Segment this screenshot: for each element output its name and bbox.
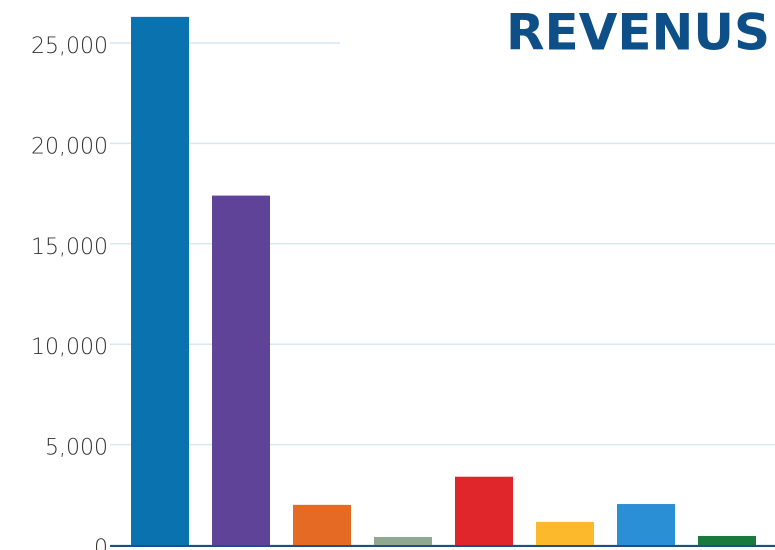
bar xyxy=(455,476,513,545)
bar xyxy=(131,16,189,545)
bar xyxy=(698,535,756,545)
bar xyxy=(374,536,432,545)
y-tick-label: 20,000 xyxy=(31,134,108,159)
y-tick-label: 0 xyxy=(94,536,108,550)
bar xyxy=(617,504,675,545)
y-tick-label: 25,000 xyxy=(31,34,108,59)
title-background xyxy=(340,0,775,75)
y-tick-label: 10,000 xyxy=(31,335,108,360)
grid xyxy=(110,42,775,546)
bar xyxy=(536,521,594,545)
chart-title: REVENUS xyxy=(506,4,770,62)
bar xyxy=(293,504,351,545)
y-tick-label: 5,000 xyxy=(45,436,108,461)
bar xyxy=(212,195,270,545)
y-tick-label: 15,000 xyxy=(31,235,108,260)
